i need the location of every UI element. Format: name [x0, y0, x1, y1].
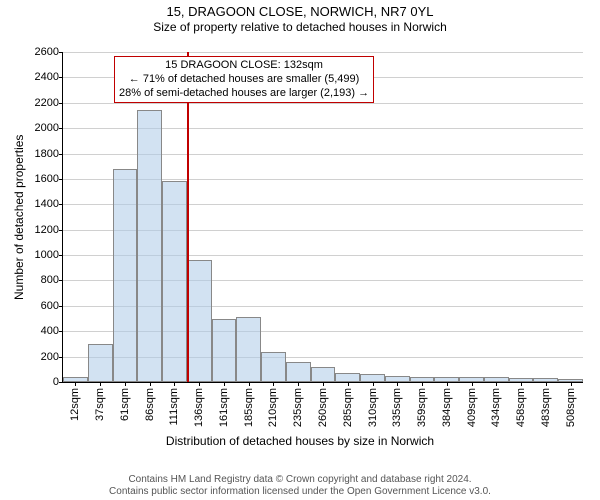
y-tick-label: 1200 [25, 224, 63, 236]
x-tick-label: 86sqm [144, 388, 156, 421]
histogram-bar [236, 317, 261, 382]
x-tick-mark [447, 382, 448, 386]
histogram-bar [335, 373, 360, 382]
histogram-bar [558, 379, 583, 382]
y-tick-label: 600 [25, 300, 63, 312]
x-tick-mark [174, 382, 175, 386]
y-tick-label: 800 [25, 274, 63, 286]
x-tick-mark [373, 382, 374, 386]
x-tick-mark [348, 382, 349, 386]
chart-subtitle: Size of property relative to detached ho… [0, 20, 600, 34]
footer-attribution: Contains HM Land Registry data © Crown c… [0, 474, 600, 498]
histogram-bar [484, 377, 509, 382]
x-tick-mark [224, 382, 225, 386]
footer-line-1: Contains HM Land Registry data © Crown c… [0, 474, 600, 486]
y-tick-label: 1600 [25, 173, 63, 185]
histogram-bar [533, 378, 558, 382]
x-tick-label: 285sqm [342, 388, 354, 427]
x-tick-label: 458sqm [515, 388, 527, 427]
histogram-bar [385, 376, 410, 382]
x-tick-label: 210sqm [267, 388, 279, 427]
x-tick-mark [521, 382, 522, 386]
histogram-bar [261, 352, 286, 382]
x-tick-mark [571, 382, 572, 386]
x-tick-mark [249, 382, 250, 386]
y-tick-label: 1800 [25, 148, 63, 160]
x-tick-label: 161sqm [218, 388, 230, 427]
x-tick-mark [496, 382, 497, 386]
callout-box: 15 DRAGOON CLOSE: 132sqm ← 71% of detach… [114, 56, 374, 103]
histogram-bar [162, 181, 187, 382]
x-axis-caption: Distribution of detached houses by size … [0, 434, 600, 448]
x-tick-label: 335sqm [391, 388, 403, 427]
x-tick-label: 12sqm [69, 388, 81, 421]
x-tick-mark [323, 382, 324, 386]
y-tick-label: 2000 [25, 122, 63, 134]
histogram-bar [63, 377, 88, 382]
x-tick-label: 136sqm [193, 388, 205, 427]
x-tick-label: 483sqm [540, 388, 552, 427]
x-tick-label: 508sqm [565, 388, 577, 427]
x-tick-mark [125, 382, 126, 386]
y-tick-label: 1000 [25, 249, 63, 261]
histogram-bar [434, 377, 459, 382]
callout-line-1: 15 DRAGOON CLOSE: 132sqm [119, 59, 369, 73]
x-tick-label: 434sqm [490, 388, 502, 427]
histogram-bar [459, 377, 484, 382]
x-tick-mark [472, 382, 473, 386]
x-tick-mark [150, 382, 151, 386]
histogram-bar [360, 374, 385, 382]
footer-line-2: Contains public sector information licen… [0, 486, 600, 498]
y-tick-label: 2600 [25, 46, 63, 58]
x-tick-label: 409sqm [466, 388, 478, 427]
x-tick-label: 260sqm [317, 388, 329, 427]
x-tick-mark [298, 382, 299, 386]
y-tick-label: 400 [25, 325, 63, 337]
histogram-bar [88, 344, 113, 382]
address-title: 15, DRAGOON CLOSE, NORWICH, NR7 0YL [0, 4, 600, 19]
y-tick-label: 200 [25, 351, 63, 363]
x-tick-mark [199, 382, 200, 386]
histogram-bar [212, 319, 237, 382]
x-tick-mark [75, 382, 76, 386]
y-tick-label: 2200 [25, 97, 63, 109]
x-tick-mark [100, 382, 101, 386]
x-tick-mark [422, 382, 423, 386]
callout-line-2: ← 71% of detached houses are smaller (5,… [119, 73, 369, 87]
histogram-bar [509, 378, 534, 382]
x-tick-label: 61sqm [119, 388, 131, 421]
histogram-bar [113, 169, 138, 382]
y-tick-label: 1400 [25, 198, 63, 210]
x-tick-label: 185sqm [243, 388, 255, 427]
x-tick-label: 310sqm [367, 388, 379, 427]
histogram-bar [286, 362, 311, 382]
x-tick-mark [397, 382, 398, 386]
x-tick-mark [546, 382, 547, 386]
x-tick-label: 37sqm [94, 388, 106, 421]
x-tick-label: 359sqm [416, 388, 428, 427]
x-tick-label: 235sqm [292, 388, 304, 427]
y-tick-label: 2400 [25, 71, 63, 83]
x-tick-mark [273, 382, 274, 386]
histogram-bar [187, 260, 212, 382]
grid-line [63, 52, 583, 53]
y-tick-label: 0 [25, 376, 63, 388]
histogram-bar [137, 110, 162, 382]
histogram-bar [311, 367, 336, 382]
histogram-bar [410, 377, 435, 382]
x-tick-label: 111sqm [168, 388, 180, 426]
callout-line-3: 28% of semi-detached houses are larger (… [119, 87, 369, 101]
x-tick-label: 384sqm [441, 388, 453, 427]
y-axis-label: Number of detached properties [12, 135, 26, 300]
